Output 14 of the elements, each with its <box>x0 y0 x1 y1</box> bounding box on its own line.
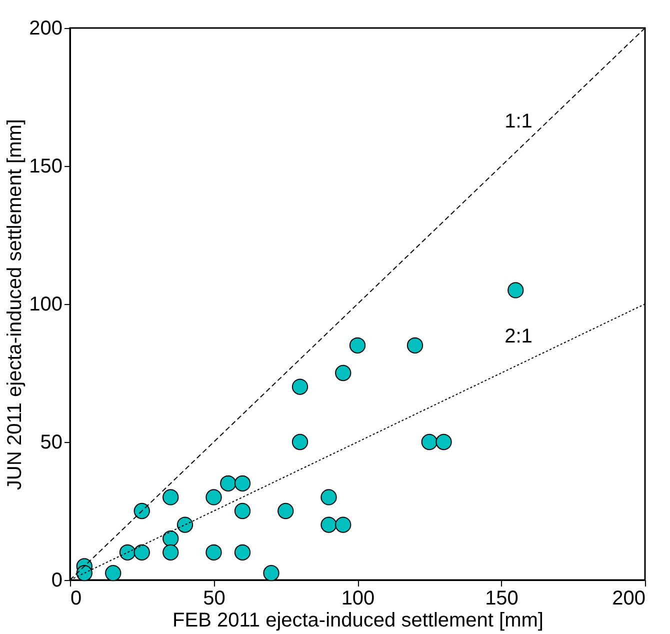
y-axis-title: JUN 2011 ejecta-induced settlement [mm] <box>4 119 26 490</box>
y-tick-label: 200 <box>29 18 62 40</box>
x-tick-label: 50 <box>203 588 226 610</box>
y-tick-label: 150 <box>29 156 62 178</box>
y-tick-label: 100 <box>29 294 62 316</box>
x-tick-label: 150 <box>485 588 518 610</box>
x-tick-label: 0 <box>70 588 82 610</box>
y-tick-label: 50 <box>40 432 62 454</box>
y-tick-label: 0 <box>51 570 62 592</box>
x-tick-label: 200 <box>612 588 646 610</box>
series-label: 1:1 <box>504 110 532 132</box>
series-label: 2:1 <box>504 326 532 348</box>
x-tick-label: 100 <box>341 588 375 610</box>
x-axis-title: FEB 2011 ejecta-induced settlement [mm] <box>172 610 544 632</box>
